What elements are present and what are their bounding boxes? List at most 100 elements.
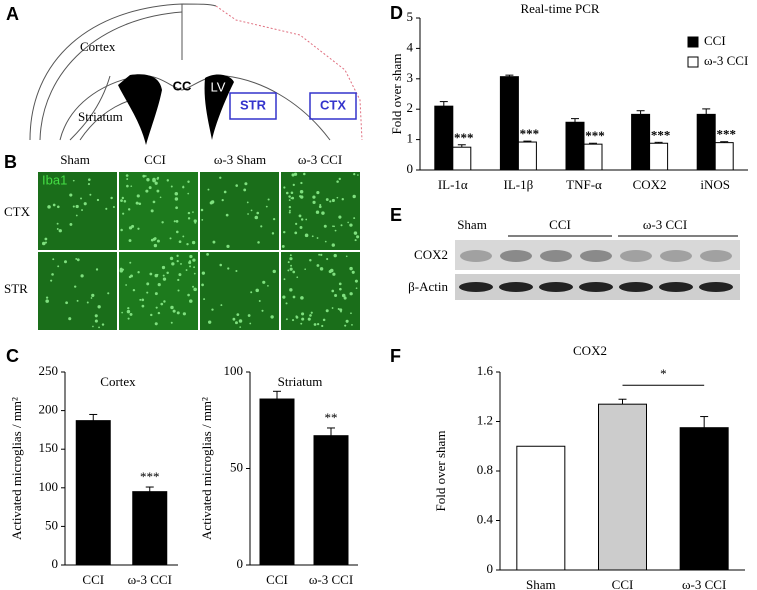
cell: [156, 273, 159, 276]
cell: [80, 274, 84, 278]
cell: [177, 289, 180, 292]
y-tick-label: 150: [39, 440, 59, 455]
stain-label: Iba1: [42, 172, 67, 187]
cell: [189, 265, 192, 268]
micrograph-grid: [38, 172, 360, 330]
micrograph: [200, 252, 279, 330]
cell: [187, 180, 190, 183]
cell: [256, 211, 260, 215]
cell: [316, 191, 320, 195]
region-box: [309, 92, 357, 120]
error-bar: [720, 141, 729, 143]
x-tick-label: ω-3 CCI: [128, 572, 172, 587]
micrograph: [281, 172, 360, 250]
ventricle: [204, 74, 234, 140]
cell: [206, 252, 209, 256]
cell: [288, 195, 291, 198]
bar: [517, 141, 537, 171]
cell: [193, 287, 197, 292]
cell: [304, 268, 306, 271]
ventricle: [118, 74, 162, 145]
cell: [219, 176, 222, 179]
cell: [130, 185, 133, 187]
cell: [290, 191, 294, 195]
y-tick-label: 0: [52, 556, 59, 571]
cell: [304, 233, 309, 238]
cell: [172, 309, 176, 313]
row-label: COX2: [414, 247, 448, 262]
cell: [112, 205, 115, 209]
cell: [258, 300, 261, 302]
cell: [321, 324, 324, 328]
cell: [211, 308, 214, 311]
cell: [105, 207, 108, 210]
cell: [161, 221, 164, 224]
cell: [126, 184, 129, 188]
cell: [303, 172, 306, 176]
cell: [310, 311, 313, 314]
cell: [44, 241, 48, 244]
cell: [156, 239, 160, 243]
box-label: CTX: [320, 97, 346, 112]
x-tick-label: iNOS: [700, 177, 730, 192]
cell: [64, 260, 67, 264]
chart-title: COX2: [573, 343, 607, 358]
cell: [174, 197, 179, 201]
cell: [356, 235, 360, 239]
band: [460, 250, 492, 262]
error-bar: [589, 142, 597, 145]
cell: [262, 280, 266, 284]
cell: [331, 243, 335, 247]
region-label: LV: [211, 79, 226, 94]
bar: [679, 427, 729, 571]
cell: [185, 269, 188, 271]
cell: [45, 299, 49, 303]
cell: [309, 314, 312, 317]
cell: [178, 273, 182, 277]
cell: [89, 193, 92, 196]
cell: [156, 177, 159, 180]
cell: [283, 186, 286, 189]
cell: [260, 225, 263, 228]
cell: [149, 272, 153, 276]
cell: [125, 284, 128, 286]
cell: [341, 293, 346, 298]
y-tick-label: 50: [230, 459, 243, 474]
y-tick-label: 0: [487, 561, 494, 576]
cell: [132, 288, 136, 292]
cell: [58, 229, 62, 233]
cell: [289, 267, 293, 271]
cell: [192, 258, 196, 262]
band: [580, 250, 612, 262]
cell: [292, 295, 296, 299]
cell: [309, 259, 312, 262]
cell: [357, 174, 359, 176]
cell: [81, 209, 84, 212]
cell: [141, 304, 145, 308]
cell: [123, 200, 127, 203]
cell: [176, 311, 180, 315]
cell: [169, 237, 172, 240]
cell: [92, 325, 94, 328]
cell: [325, 309, 329, 313]
cell: [170, 305, 174, 310]
cell: [334, 293, 338, 297]
cell: [95, 268, 99, 271]
cell: [110, 196, 113, 200]
bar: [313, 435, 349, 566]
cell: [83, 202, 87, 206]
micrograph: [200, 172, 279, 250]
cell: [201, 283, 204, 287]
cell: [239, 326, 242, 328]
cell: [175, 206, 178, 210]
cell: [320, 253, 323, 257]
cell: [139, 298, 142, 301]
cell: [283, 230, 286, 234]
y-axis-label: Fold over sham: [389, 54, 404, 135]
cell: [122, 212, 125, 215]
error-bar: [327, 427, 335, 436]
cell: [324, 240, 327, 243]
micrograph: [119, 172, 198, 250]
bar: [696, 113, 716, 171]
cell: [97, 305, 101, 309]
